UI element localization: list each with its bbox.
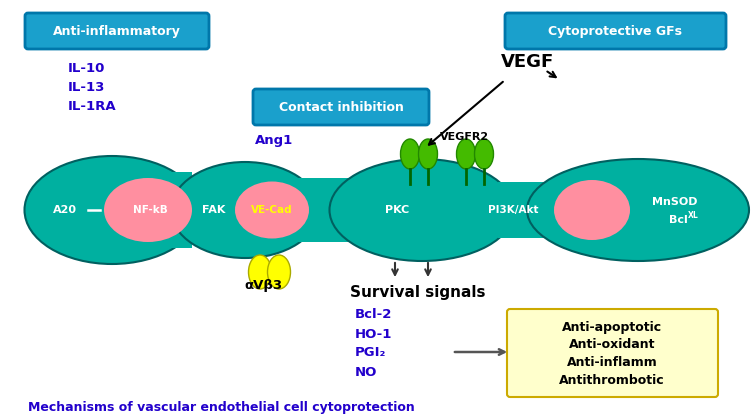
Text: VEGF: VEGF [501, 53, 555, 71]
Text: VEGFR2: VEGFR2 [440, 132, 489, 142]
Text: Bcl: Bcl [669, 215, 688, 225]
Text: FAK: FAK [203, 205, 226, 215]
Text: PKC: PKC [385, 205, 409, 215]
Bar [298, 178, 366, 242]
Text: VE-Cad: VE-Cad [251, 205, 293, 215]
Ellipse shape [330, 159, 515, 261]
FancyBboxPatch shape [25, 13, 209, 49]
Ellipse shape [171, 162, 319, 258]
Ellipse shape [401, 139, 420, 169]
Ellipse shape [457, 139, 476, 169]
Text: Bcl-2: Bcl-2 [355, 308, 392, 321]
Text: Contact inhibition: Contact inhibition [278, 101, 404, 114]
Ellipse shape [104, 178, 192, 242]
Text: NO: NO [355, 365, 377, 378]
Ellipse shape [554, 180, 630, 240]
Text: αVβ3: αVβ3 [244, 279, 282, 292]
Text: Ang1: Ang1 [255, 134, 293, 147]
Text: IL-1RA: IL-1RA [68, 99, 116, 112]
Text: IL-10: IL-10 [68, 62, 105, 75]
Text: Anti-oxidant: Anti-oxidant [569, 339, 655, 352]
Ellipse shape [419, 139, 438, 169]
Text: XL: XL [688, 211, 699, 220]
FancyBboxPatch shape [253, 89, 429, 125]
Ellipse shape [249, 255, 271, 289]
FancyBboxPatch shape [505, 13, 726, 49]
Bar [112, 172, 192, 248]
Text: PGI₂: PGI₂ [355, 347, 386, 360]
Ellipse shape [235, 181, 309, 238]
Text: PI3K/Akt: PI3K/Akt [488, 205, 538, 215]
Text: Survival signals: Survival signals [350, 285, 486, 300]
Ellipse shape [268, 255, 290, 289]
Text: IL-13: IL-13 [68, 80, 105, 93]
Ellipse shape [24, 156, 200, 264]
Bar [498, 182, 556, 238]
Text: Mechanisms of vascular endothelial cell cytoprotection: Mechanisms of vascular endothelial cell … [28, 401, 415, 414]
Text: Anti-inflammatory: Anti-inflammatory [53, 24, 181, 37]
Text: Anti-apoptotic: Anti-apoptotic [562, 321, 662, 334]
Ellipse shape [475, 139, 494, 169]
Text: Antithrombotic: Antithrombotic [559, 375, 665, 388]
Text: Anti-inflamm: Anti-inflamm [567, 357, 658, 370]
Ellipse shape [527, 159, 749, 261]
Text: NF-kB: NF-kB [132, 205, 167, 215]
Text: A20: A20 [53, 205, 77, 215]
FancyBboxPatch shape [507, 309, 718, 397]
Text: MnSOD: MnSOD [652, 197, 698, 207]
Text: HO-1: HO-1 [355, 328, 392, 341]
Text: Cytoprotective GFs: Cytoprotective GFs [549, 24, 683, 37]
